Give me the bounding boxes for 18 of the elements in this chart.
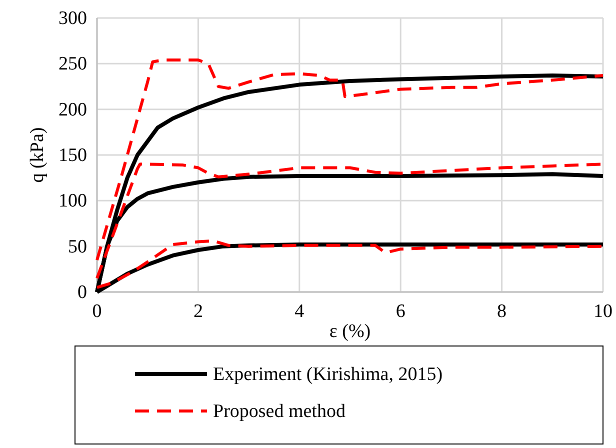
y-tick-label: 300 bbox=[58, 8, 87, 29]
y-tick-label: 100 bbox=[58, 190, 87, 212]
y-tick-label: 150 bbox=[58, 145, 87, 166]
legend-label: Proposed method bbox=[213, 401, 346, 422]
x-tick-label: 6 bbox=[396, 301, 406, 322]
x-tick-label: 10 bbox=[594, 301, 612, 322]
legend-label: Experiment (Kirishima, 2015) bbox=[213, 364, 443, 385]
line-series bbox=[96, 58, 604, 262]
y-axis-title: q (kPa) bbox=[27, 127, 48, 183]
x-tick-label: 8 bbox=[497, 301, 507, 322]
y-tick-label: 50 bbox=[68, 236, 87, 258]
x-tick-label: 0 bbox=[92, 301, 102, 322]
y-tick-label: 0 bbox=[78, 282, 87, 303]
y-tick-label: 200 bbox=[58, 99, 87, 120]
y-tick-label: 250 bbox=[58, 54, 87, 75]
x-tick-label: 4 bbox=[294, 301, 305, 322]
x-axis-title: ε (%) bbox=[329, 321, 371, 342]
x-tick-label: 2 bbox=[193, 301, 203, 322]
